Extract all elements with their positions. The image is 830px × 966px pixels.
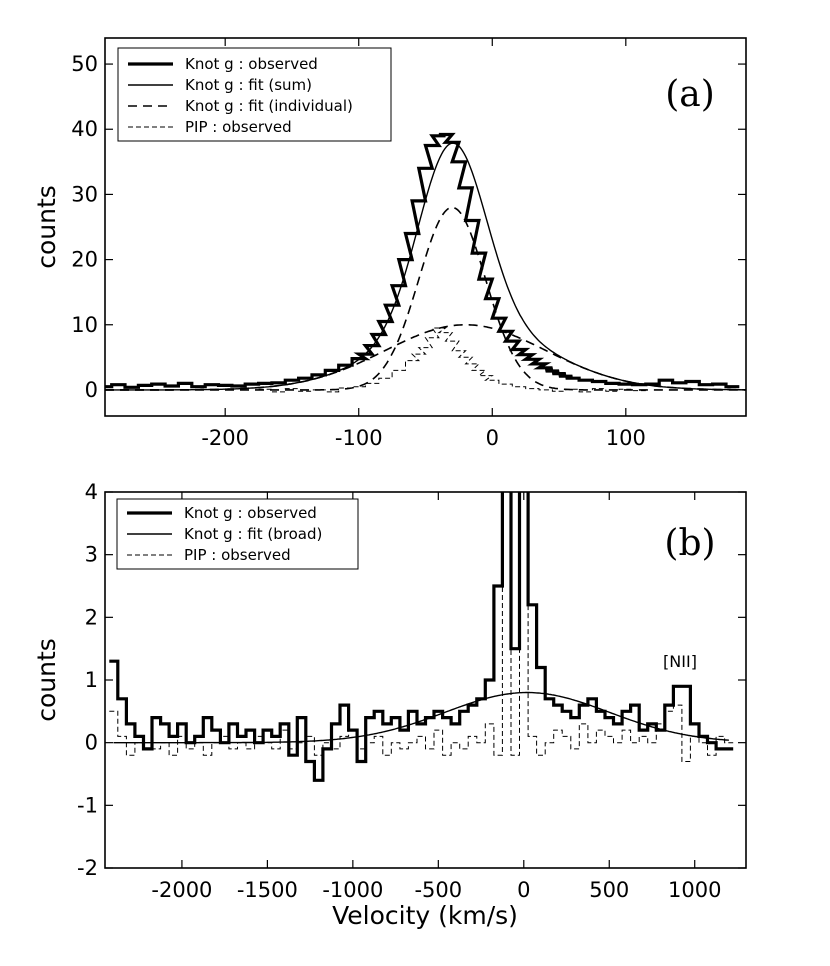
y-tick-label: 0: [85, 378, 98, 402]
series-pip-observed: [109, 492, 734, 762]
panel-a-tag: (a): [665, 74, 715, 115]
panel-b-ticks: -2000 -1500 -1000 -500 0 500 1000 -2 -1 0 1 2 3 4: [77, 480, 746, 902]
x-tick-label: 0: [517, 878, 530, 902]
x-tick-label: -1500: [237, 878, 298, 902]
y-tick-label: 0: [85, 731, 98, 755]
legend-label-knot-g-observed: Knot g : observed: [185, 55, 318, 73]
legend-label-knot-g-fit-individual: Knot g : fit (individual): [185, 97, 353, 115]
x-tick-label: 500: [589, 878, 629, 902]
panel-b-ylabel: counts: [32, 638, 61, 722]
legend-label-knot-g-fit-sum: Knot g : fit (sum): [185, 76, 312, 94]
panel-b-series: [109, 492, 734, 782]
legend-label-pip-observed: PIP : observed: [185, 118, 292, 136]
x-tick-label: -1000: [322, 878, 383, 902]
x-tick-label: 0: [486, 426, 499, 450]
y-tick-label: 40: [71, 117, 98, 141]
series-knot-g-fit-individual-component-1: [105, 206, 746, 391]
panel-a-ticks: -200 -100 0 100 0 10 20 30 40 50: [71, 38, 746, 450]
x-tick-label: -2000: [151, 878, 212, 902]
series-pip-observed: [258, 327, 646, 393]
panel-a-frame: [104, 37, 747, 417]
panel-b: -2000 -1500 -1000 -500 0 500 1000 -2 -1 0 1 2 3 4 cou…: [32, 480, 747, 930]
y-tick-label: -1: [77, 793, 98, 817]
nii-annotation: [NII]: [663, 652, 697, 671]
legend-label-knot-g-observed: Knot g : observed: [184, 504, 317, 522]
y-tick-label: 3: [85, 543, 98, 567]
series-knot-g-observed: [109, 492, 734, 782]
panel-a-series: [105, 132, 746, 393]
y-tick-label: 20: [71, 248, 98, 272]
x-tick-label: 1000: [668, 878, 721, 902]
x-tick-label: -200: [201, 426, 249, 450]
y-tick-label: -2: [77, 856, 98, 880]
legend-label-pip-observed: PIP : observed: [184, 546, 291, 564]
panel-a-ylabel: counts: [32, 185, 61, 269]
panel-b-tag: (b): [664, 523, 715, 564]
y-tick-label: 10: [71, 313, 98, 337]
y-tick-label: 50: [71, 52, 98, 76]
y-tick-label: 2: [85, 605, 98, 629]
legend-label-knot-g-fit-broad: Knot g : fit (broad): [184, 525, 322, 543]
series-knot-g-fit-sum: [105, 142, 746, 391]
panel-b-xlabel: Velocity (km/s): [332, 901, 518, 930]
x-tick-label: 100: [606, 426, 646, 450]
x-tick-label: -500: [414, 878, 462, 902]
panel-a-legend: Knot g : observed Knot g : fit (sum) Knot …: [117, 47, 392, 142]
series-knot-g-observed: [105, 132, 740, 389]
x-tick-label: -100: [335, 426, 383, 450]
panel-a: -200 -100 0 100 0 10 20 30 40 50 counts (a) Knot …: [32, 37, 747, 450]
series-knot-g-fit-individual-component-2: [105, 324, 746, 391]
y-tick-label: 30: [71, 182, 98, 206]
y-tick-label: 4: [85, 480, 98, 504]
y-tick-label: 1: [85, 668, 98, 692]
panel-b-legend: Knot g : observed Knot g : fit (broad) PIP…: [116, 498, 359, 570]
